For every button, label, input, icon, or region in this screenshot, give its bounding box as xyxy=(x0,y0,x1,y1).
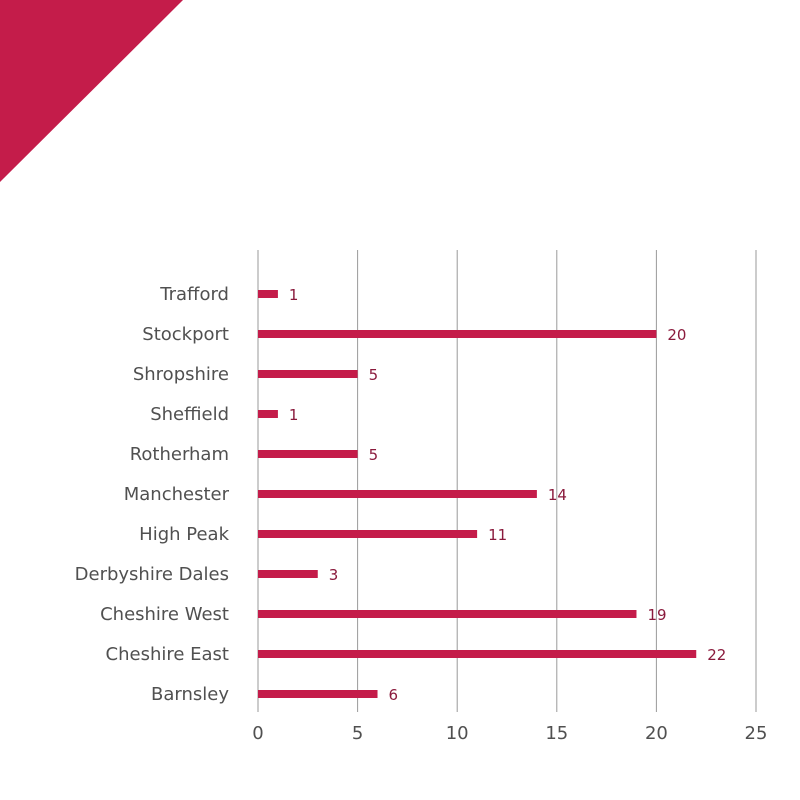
data-label: 1 xyxy=(289,286,299,304)
corner-triangle-decoration xyxy=(0,0,183,182)
bar-derbyshire-dales xyxy=(258,570,318,578)
bar-sheffield xyxy=(258,410,278,418)
data-label: 11 xyxy=(488,526,507,544)
bar-rotherham xyxy=(258,450,358,458)
x-tick-label: 15 xyxy=(545,723,568,744)
data-label: 20 xyxy=(667,326,686,344)
bar-trafford xyxy=(258,290,278,298)
data-label: 19 xyxy=(647,606,666,624)
x-tick-label: 20 xyxy=(645,723,668,744)
category-label: Derbyshire Dales xyxy=(75,564,229,585)
grid-lines xyxy=(257,250,757,712)
data-label: 5 xyxy=(369,446,379,464)
category-label: Trafford xyxy=(159,284,229,305)
category-label: Sheffield xyxy=(150,404,229,425)
x-tick-label: 10 xyxy=(446,723,469,744)
bars xyxy=(258,290,697,698)
x-tick-label: 5 xyxy=(352,723,363,744)
bar-high-peak xyxy=(258,530,478,538)
category-label: High Peak xyxy=(139,524,229,545)
data-label: 6 xyxy=(389,686,399,704)
bar-stockport xyxy=(258,330,657,338)
category-label: Barnsley xyxy=(151,684,229,705)
data-label: 5 xyxy=(369,366,379,384)
category-label: Cheshire East xyxy=(106,644,229,665)
data-label: 3 xyxy=(329,566,339,584)
category-label: Cheshire West xyxy=(100,604,229,625)
category-label: Manchester xyxy=(124,484,230,505)
data-label: 1 xyxy=(289,406,299,424)
bar-cheshire-east xyxy=(258,650,697,658)
data-label: 22 xyxy=(707,646,726,664)
bar-cheshire-west xyxy=(258,610,637,618)
x-tick-label: 0 xyxy=(252,723,263,744)
category-label: Stockport xyxy=(142,324,229,345)
bar-shropshire xyxy=(258,370,358,378)
x-tick-label: 25 xyxy=(745,723,768,744)
category-label: Shropshire xyxy=(133,364,229,385)
data-label: 14 xyxy=(548,486,567,504)
bar-manchester xyxy=(258,490,537,498)
bar-barnsley xyxy=(258,690,378,698)
category-label: Rotherham xyxy=(130,444,229,465)
